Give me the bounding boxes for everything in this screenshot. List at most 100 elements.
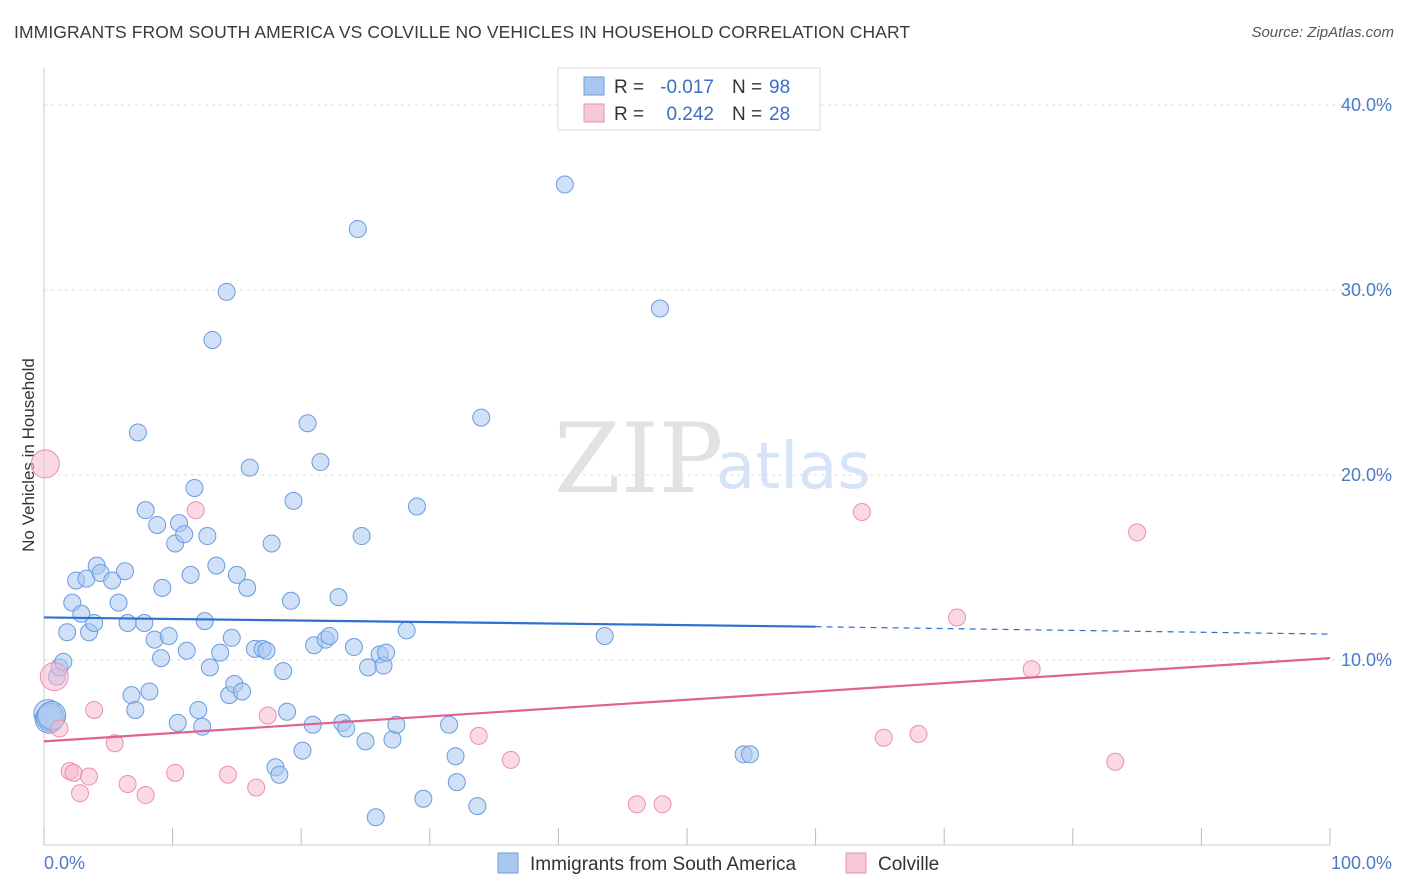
colville-point: [166, 763, 185, 782]
bottom-legend-swatch-colville: [845, 852, 867, 874]
y-tick-labels: 10.0% 20.0% 30.0% 40.0%: [1341, 95, 1392, 670]
immigrants-point: [555, 175, 574, 194]
series-colville-points: [30, 449, 1147, 814]
immigrants-point: [274, 662, 293, 681]
legend-swatch-pink: [583, 103, 605, 123]
y-tick-label-10: 10.0%: [1341, 650, 1392, 670]
immigrants-point: [257, 641, 276, 660]
immigrants-point: [136, 501, 155, 520]
legend-r-label-pink: R =: [614, 104, 644, 125]
colville-point: [136, 786, 155, 805]
immigrants-point: [168, 713, 187, 732]
legend-swatch-blue: [583, 76, 605, 96]
immigrants-point: [238, 578, 257, 597]
immigrants-point: [200, 658, 219, 677]
immigrants-point: [284, 491, 303, 510]
immigrants-point: [383, 730, 402, 749]
colville-point: [118, 774, 137, 793]
immigrants-point: [366, 808, 385, 827]
immigrants-point: [233, 682, 252, 701]
immigrants-point: [270, 765, 289, 784]
colville-point: [39, 662, 69, 692]
immigrants-point: [222, 628, 241, 647]
immigrants-point: [595, 626, 614, 645]
watermark: ZIP atlas: [554, 403, 871, 515]
gridlines: [44, 104, 1392, 661]
colville-point: [469, 726, 488, 745]
colville-point: [80, 767, 99, 786]
x-tick-label-min: 0.0%: [44, 853, 85, 873]
immigrants-point: [440, 715, 459, 734]
bottom-legend-swatch-immigrants: [497, 852, 519, 874]
immigrants-point: [387, 715, 406, 734]
colville-point: [852, 503, 871, 521]
immigrants-point: [262, 534, 281, 553]
immigrants-point: [348, 219, 367, 238]
series-immigrants-points: [33, 175, 760, 827]
legend-n-value-blue: 98: [769, 77, 790, 98]
immigrants-point: [397, 621, 416, 640]
immigrants-point: [181, 565, 200, 584]
immigrants-point: [278, 702, 297, 721]
x-ticks: [43, 828, 1331, 845]
chart-source: Source: ZipAtlas.com: [1251, 24, 1394, 41]
colville-point: [64, 763, 83, 782]
colville-point: [1106, 752, 1125, 771]
immigrants-point: [198, 527, 217, 546]
colville-point: [909, 725, 928, 743]
colville-point: [258, 706, 277, 725]
trend-line-immigrants: [43, 616, 816, 628]
y-tick-label-30: 30.0%: [1341, 280, 1392, 300]
immigrants-point: [741, 745, 760, 764]
immigrants-point: [109, 593, 128, 612]
immigrants-point: [320, 626, 339, 645]
legend-n-label-blue: N =: [732, 77, 762, 98]
colville-point: [948, 608, 967, 627]
colville-point: [1128, 523, 1147, 542]
immigrants-point: [126, 700, 145, 719]
immigrants-point: [116, 562, 135, 581]
immigrants-point: [177, 641, 196, 660]
immigrants-point: [128, 423, 147, 442]
immigrants-point: [298, 414, 317, 433]
immigrants-point: [472, 408, 491, 427]
colville-point: [501, 750, 520, 769]
bottom-legend-label-colville: Colville: [878, 854, 939, 875]
immigrants-point: [377, 643, 396, 662]
y-tick-label-20: 20.0%: [1341, 465, 1392, 485]
immigrants-point: [468, 797, 487, 816]
immigrants-point: [240, 458, 259, 477]
immigrants-point: [103, 571, 122, 590]
legend-n-label-pink: N =: [732, 104, 762, 125]
immigrants-point: [446, 747, 465, 766]
colville-point: [627, 795, 646, 814]
immigrants-point: [135, 614, 154, 632]
series-legend: Immigrants from South America Colville: [497, 852, 939, 875]
colville-point: [105, 734, 124, 753]
immigrants-point: [118, 614, 137, 632]
colville-point: [50, 719, 69, 738]
immigrants-point: [153, 578, 172, 597]
colville-point: [1022, 660, 1041, 679]
immigrants-point: [407, 497, 426, 516]
colville-point: [653, 795, 672, 814]
colville-point: [71, 784, 90, 803]
y-tick-label-40: 40.0%: [1341, 95, 1392, 115]
immigrants-point: [329, 588, 348, 607]
y-axis-label: No Vehicles in Household: [19, 358, 38, 552]
immigrants-point: [185, 478, 204, 497]
legend-r-value-blue: -0.017: [660, 77, 714, 98]
immigrants-point: [189, 700, 208, 719]
immigrants-point: [58, 623, 77, 642]
immigrants-point: [203, 330, 222, 349]
colville-point: [874, 728, 893, 747]
colville-point: [85, 700, 104, 719]
trend-line-immigrants-extension: [815, 626, 1331, 635]
immigrants-point: [356, 732, 375, 751]
legend-n-value-pink: 28: [769, 104, 790, 125]
immigrants-point: [122, 686, 141, 705]
legend-r-label-blue: R =: [614, 77, 644, 98]
immigrants-point: [140, 682, 159, 701]
immigrants-point: [414, 789, 433, 808]
